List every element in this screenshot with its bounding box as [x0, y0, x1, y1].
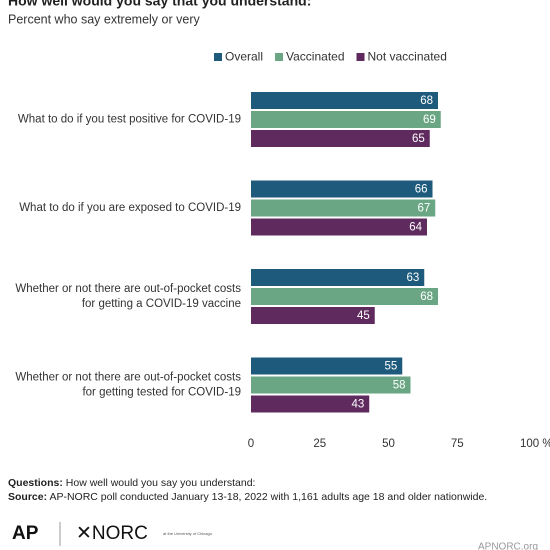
x-tick-label: 25 [313, 438, 326, 450]
x-tick-label: 75 [451, 438, 464, 450]
legend-swatch [275, 53, 284, 61]
source-label: Source: [8, 491, 47, 503]
logo-norc: ✕NORC [76, 523, 148, 544]
questions-text: How well would you say you understand: [66, 477, 256, 489]
x-tick-label: 0 [248, 438, 254, 450]
category-label: for getting a COVID-19 vaccine [82, 298, 241, 310]
value-label: 55 [384, 361, 397, 373]
value-label: 68 [420, 95, 433, 107]
category-label: What to do if you are exposed to COVID-1… [19, 202, 241, 214]
value-label: 43 [351, 399, 364, 411]
legend-label: Overall [225, 50, 263, 64]
bar [251, 180, 433, 198]
bar [251, 357, 403, 375]
x-tick-label: 50 [382, 438, 395, 450]
value-label: 58 [393, 380, 406, 392]
value-label: 65 [412, 133, 425, 145]
value-label: 64 [409, 222, 422, 234]
logo-ap: AP [12, 523, 39, 544]
bar [251, 395, 370, 413]
footer-questions: Questions: How well would you say you un… [8, 477, 255, 489]
footer-source: Source: AP-NORC poll conducted January 1… [8, 491, 487, 503]
legend-label: Not vaccinated [368, 50, 447, 64]
bar [251, 376, 411, 394]
category-label: Whether or not there are out-of-pocket c… [15, 283, 241, 295]
questions-label: Questions: [8, 477, 63, 489]
category-label: What to do if you test positive for COVI… [18, 114, 241, 126]
chart-subtitle: Percent who say extremely or very [8, 12, 200, 26]
x-tick-label: 100 % [520, 438, 550, 450]
value-label: 45 [357, 310, 370, 322]
bar [251, 92, 438, 109]
legend-swatch [356, 53, 365, 61]
bar [251, 111, 441, 128]
value-label: 68 [420, 291, 433, 303]
bar [251, 199, 436, 217]
value-label: 69 [423, 114, 436, 126]
source-text: AP-NORC poll conducted January 13-18, 20… [49, 491, 487, 503]
legend-swatch [214, 53, 222, 61]
value-label: 67 [417, 203, 430, 215]
value-label: 63 [406, 272, 419, 284]
chart-title: How well would you say that you understa… [8, 0, 311, 9]
bar [251, 288, 438, 305]
category-label: for getting tested for COVID-19 [82, 387, 241, 399]
category-label: Whether or not there are out-of-pocket c… [15, 372, 241, 384]
bar [251, 218, 427, 236]
site-link: APNORC.org [478, 542, 538, 550]
legend-label: Vaccinated [286, 50, 344, 64]
value-label: 66 [415, 184, 428, 196]
bar [251, 130, 430, 147]
bar [251, 269, 425, 286]
bar [251, 307, 375, 324]
logo-norc-sub: at the University of Chicago [163, 531, 213, 536]
